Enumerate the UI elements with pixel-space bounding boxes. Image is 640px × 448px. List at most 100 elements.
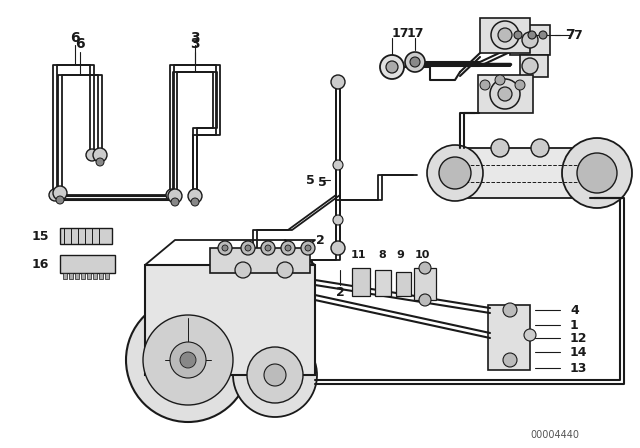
Bar [81,273,85,279]
Bar [520,55,548,77]
Text: 7: 7 [565,28,575,42]
Text: 13: 13 [570,362,588,375]
Text: 8: 8 [378,250,386,260]
Circle shape [170,342,206,378]
Circle shape [524,329,536,341]
Circle shape [261,241,275,255]
Circle shape [503,303,517,317]
Circle shape [410,57,420,67]
Bar [145,265,315,375]
Circle shape [235,262,251,278]
Circle shape [490,79,520,109]
Bar [210,248,310,273]
Circle shape [86,149,98,161]
Text: 1: 1 [570,319,579,332]
Text: 10: 10 [414,250,429,260]
Text: 11: 11 [350,250,365,260]
Circle shape [301,241,315,255]
Bar [352,268,370,296]
Text: 6: 6 [70,31,80,45]
Circle shape [562,138,632,208]
Circle shape [491,139,509,157]
Bar [510,25,550,55]
Circle shape [498,28,512,42]
Circle shape [191,198,199,206]
Bar [414,268,436,300]
Circle shape [171,198,179,206]
Circle shape [241,241,255,255]
Circle shape [53,186,67,200]
Circle shape [264,364,286,386]
Bar [75,273,79,279]
Circle shape [427,145,483,201]
Circle shape [333,215,343,225]
Text: 4: 4 [570,303,579,316]
Circle shape [515,80,525,90]
Circle shape [531,139,549,157]
Circle shape [503,353,517,367]
Circle shape [56,196,64,204]
Circle shape [166,189,178,201]
Circle shape [380,55,404,79]
Bar [375,270,391,296]
Bar [60,228,112,244]
Bar [60,255,115,273]
Circle shape [331,75,345,89]
Text: 5: 5 [306,173,314,186]
Circle shape [93,148,107,162]
Bar [63,273,67,279]
Circle shape [419,262,431,274]
Circle shape [539,31,547,39]
Circle shape [189,189,201,201]
Circle shape [285,245,291,251]
Circle shape [245,245,251,251]
Circle shape [143,315,233,405]
Circle shape [305,245,311,251]
Circle shape [277,262,293,278]
Circle shape [126,298,250,422]
Circle shape [168,189,182,203]
Text: 16: 16 [31,258,49,271]
Bar [396,272,411,296]
Text: 17: 17 [406,26,424,39]
Circle shape [333,160,343,170]
Text: 2: 2 [316,233,324,246]
Circle shape [419,294,431,306]
Circle shape [188,189,202,203]
Circle shape [514,31,522,39]
Text: 7: 7 [573,29,582,42]
Circle shape [281,241,295,255]
Circle shape [247,347,303,403]
Text: 14: 14 [570,345,588,358]
Circle shape [331,241,345,255]
Text: 15: 15 [31,229,49,242]
Bar [460,148,590,198]
Text: 3: 3 [190,31,200,45]
Circle shape [522,32,538,48]
Text: 5: 5 [317,176,326,189]
Bar [105,273,109,279]
Circle shape [96,158,104,166]
Circle shape [577,153,617,193]
Text: 00004440: 00004440 [531,430,579,440]
Text: 6: 6 [75,37,85,51]
Circle shape [218,241,232,255]
Bar [93,273,97,279]
Text: 9: 9 [396,250,404,260]
Text: 12: 12 [570,332,588,345]
Circle shape [495,75,505,85]
Circle shape [49,189,61,201]
Circle shape [222,245,228,251]
Bar [480,18,530,53]
Circle shape [265,245,271,251]
Text: 3: 3 [190,37,200,51]
Circle shape [233,333,317,417]
Bar [87,273,91,279]
Circle shape [386,61,398,73]
Circle shape [480,80,490,90]
Circle shape [528,31,536,39]
Bar [488,305,530,370]
Circle shape [491,21,519,49]
Text: 2: 2 [335,285,344,298]
Bar [99,273,103,279]
